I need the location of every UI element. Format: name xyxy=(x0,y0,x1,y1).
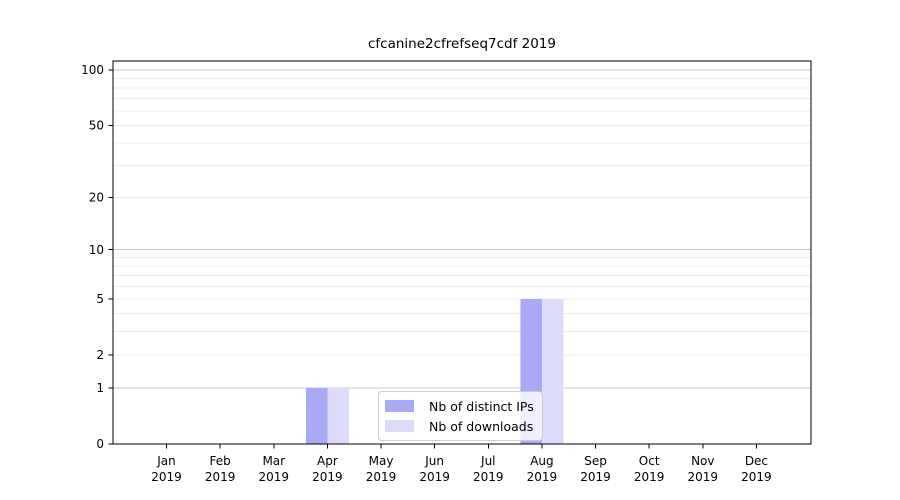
y-tick-label: 2 xyxy=(96,348,104,362)
legend-swatch-distinct-ips xyxy=(385,400,414,412)
x-tick-label-month: Aug xyxy=(530,454,553,468)
x-tick-label-year: 2019 xyxy=(473,470,504,484)
x-tick-label-year: 2019 xyxy=(580,470,611,484)
x-tick-label-month: Feb xyxy=(210,454,231,468)
x-tick-label-year: 2019 xyxy=(205,470,236,484)
y-tick-label: 5 xyxy=(96,292,104,306)
x-tick-label-year: 2019 xyxy=(527,470,558,484)
x-tick-label-month: May xyxy=(369,454,394,468)
x-tick-label-month: Mar xyxy=(262,454,285,468)
x-tick-label-year: 2019 xyxy=(151,470,182,484)
x-tick-label-month: Oct xyxy=(639,454,660,468)
legend-label-downloads: Nb of downloads xyxy=(429,418,534,434)
x-tick-label-month: Nov xyxy=(691,454,714,468)
x-tick-label-year: 2019 xyxy=(419,470,450,484)
x-tick-label-month: Jan xyxy=(156,454,176,468)
plot-border xyxy=(112,60,812,445)
legend: Nb of distinct IPs Nb of downloads xyxy=(378,391,543,441)
bar-downloads-apr xyxy=(327,387,349,444)
y-tick-label: 20 xyxy=(89,190,104,204)
x-tick-label-year: 2019 xyxy=(688,470,719,484)
y-tick-label: 0 xyxy=(96,437,104,451)
y-tick-label: 1 xyxy=(96,381,104,395)
x-tick-label-year: 2019 xyxy=(312,470,343,484)
x-tick-label-month: Apr xyxy=(317,454,338,468)
legend-label-distinct-ips: Nb of distinct IPs xyxy=(429,398,534,414)
legend-item-distinct-ips: Nb of distinct IPs xyxy=(385,396,536,416)
chart-title: cfcanine2cfrefseq7cdf 2019 xyxy=(367,36,556,52)
x-tick-label-month: Jun xyxy=(424,454,444,468)
x-tick-label-month: Sep xyxy=(584,454,607,468)
y-tick-label: 10 xyxy=(89,243,104,257)
bar-downloads-aug xyxy=(541,298,564,444)
x-tick-label-year: 2019 xyxy=(258,470,289,484)
legend-item-downloads: Nb of downloads xyxy=(385,416,536,436)
legend-swatch-downloads xyxy=(385,420,414,432)
y-tick-label: 50 xyxy=(89,119,104,133)
x-tick-label-year: 2019 xyxy=(634,470,665,484)
x-tick-label-month: Jul xyxy=(480,454,495,468)
x-tick-label-year: 2019 xyxy=(741,470,772,484)
x-tick-label-month: Dec xyxy=(745,454,768,468)
x-tick-label-year: 2019 xyxy=(366,470,397,484)
y-tick-label: 100 xyxy=(81,63,104,77)
bar-distinct-ips-apr xyxy=(305,387,328,444)
